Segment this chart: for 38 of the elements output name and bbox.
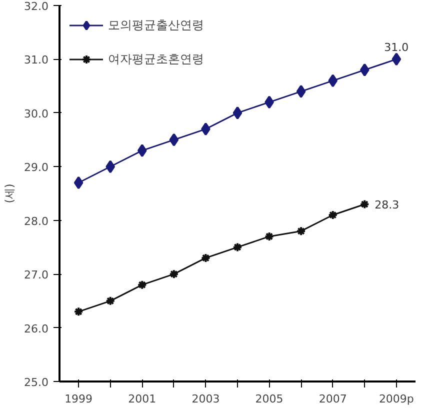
point — [200, 252, 211, 263]
data-label: 31.0 — [384, 41, 409, 54]
point — [168, 269, 179, 280]
point — [137, 280, 148, 290]
legend-label: 여자평균초혼연령 — [108, 50, 204, 68]
point — [105, 296, 116, 306]
point — [264, 96, 274, 109]
y-tick-label: 25.0 — [24, 376, 49, 389]
point — [74, 176, 84, 190]
y-axis-title: (세) — [3, 184, 16, 204]
y-tick-label: 31.0 — [24, 54, 49, 67]
point — [232, 106, 242, 120]
y-tick-label: 26.0 — [24, 322, 49, 336]
x-tick-label: 2003 — [192, 392, 220, 406]
legend-label: 모의평균출산연령 — [108, 16, 204, 34]
y-tick-label: 30.0 — [24, 107, 49, 120]
point — [106, 160, 116, 174]
y-tick-label: 32.0 — [24, 0, 49, 13]
point — [296, 226, 306, 236]
x-tick-label: 2005 — [255, 392, 284, 406]
x-tick-label: 2001 — [128, 392, 156, 406]
point — [201, 122, 210, 136]
x-tick-label: 1999 — [64, 392, 93, 406]
y-tick-label: 27.0 — [24, 268, 49, 282]
point — [137, 144, 147, 158]
point — [296, 84, 306, 98]
x-tick-label: 2007 — [318, 392, 347, 406]
x-tick-label: 2009p — [378, 392, 414, 406]
point — [360, 63, 370, 76]
data-label: 28.3 — [374, 198, 400, 212]
point — [264, 231, 274, 242]
point — [169, 133, 179, 146]
point — [392, 52, 402, 66]
y-tick-label: 29.0 — [24, 161, 49, 174]
y-tick-label: 28.0 — [24, 214, 49, 228]
point — [328, 74, 338, 88]
point — [328, 210, 338, 220]
point — [232, 242, 242, 252]
